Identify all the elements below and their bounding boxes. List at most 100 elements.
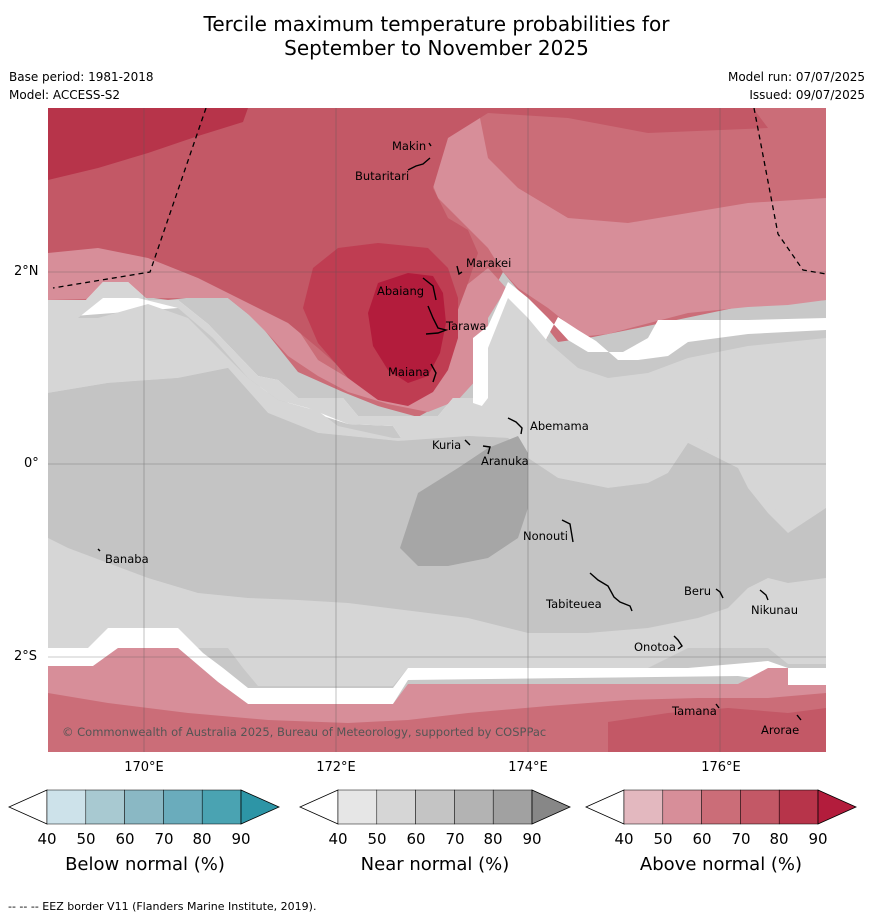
near-normal-light-band [48, 298, 826, 533]
lon-label-176: 176°E [701, 760, 741, 775]
colorbar-near-normal-swatch-1 [337, 789, 378, 825]
island-abemama [507, 417, 523, 435]
tick-below-40: 40 [37, 830, 56, 848]
tick-above-60: 60 [692, 830, 711, 848]
colorbar-below-normal-swatch-3 [124, 789, 164, 825]
island-maiana [430, 363, 437, 383]
colorbar-below-normal-swatch-4 [163, 789, 203, 825]
lon-label-172: 172°E [316, 760, 356, 775]
island-butaritari [407, 157, 431, 171]
island-aranuka [482, 445, 491, 455]
colorbar-below-normal-ticks: 40 50 60 70 80 90 [37, 830, 250, 848]
eez-border [52, 108, 826, 289]
tick-below-70: 70 [154, 830, 173, 848]
tick-near-50: 50 [367, 830, 386, 848]
near-normal-zone-light [48, 282, 488, 441]
above-normal-zone-core [368, 273, 446, 383]
colorbar-near-normal-swatches [299, 789, 571, 825]
label-maiana: Maiana [388, 365, 430, 379]
island-nikunau [759, 589, 769, 601]
label-abaiang: Abaiang [377, 284, 424, 298]
lat-label-0: 0° [24, 456, 39, 471]
colorbar-near-normal-high-arrow [531, 789, 571, 825]
title-line-1: Tercile maximum temperature probabilitie… [203, 12, 670, 36]
model-name: Model: ACCESS-S2 [9, 88, 121, 102]
lat-label-2n: 2°N [14, 264, 39, 279]
island-tamana [715, 703, 720, 709]
tick-above-90: 90 [808, 830, 827, 848]
meta-right: Model run: 07/07/2025 Issued: 09/07/2025 [728, 68, 865, 104]
colorbar-below-normal: 40 50 60 70 80 90 [8, 789, 280, 848]
model-run: Model run: 07/07/2025 [727, 70, 865, 84]
copyright-notice: © Commonwealth of Australia 2025, Bureau… [62, 725, 546, 739]
label-beru: Beru [684, 584, 711, 598]
colorbar-near-normal-swatch-5 [492, 789, 533, 825]
colorbar-below-normal-low-arrow [8, 789, 48, 825]
colorbar-near-normal-ticks: 40 50 60 70 80 90 [328, 830, 541, 848]
colorbar-above-normal-swatch-5 [778, 789, 819, 825]
label-marakei: Marakei [466, 256, 511, 270]
label-nonouti: Nonouti [523, 529, 568, 543]
colorbar-above-normal-swatch-4 [740, 789, 780, 825]
near-normal-zone-south-light [48, 538, 826, 686]
colorbar-above-normal-swatch-3 [701, 789, 741, 825]
islands [97, 142, 802, 721]
label-onotoa: Onotoa [634, 640, 676, 654]
island-beru [715, 588, 724, 599]
colorbar-near-normal-swatch-2 [376, 789, 416, 825]
colorbar-below-normal-swatch-1 [46, 789, 87, 825]
tick-above-70: 70 [731, 830, 750, 848]
gridlines [48, 108, 826, 752]
colorbar-near-normal-swatch-3 [415, 789, 455, 825]
colorbar-title-near-normal: Near normal (%) [360, 854, 510, 875]
lon-label-174: 174°E [508, 760, 548, 775]
label-abemama: Abemama [530, 419, 589, 433]
tick-below-80: 80 [192, 830, 211, 848]
colorbar-above-normal-ticks: 40 50 60 70 80 90 [614, 830, 827, 848]
colorbar-above-normal: 40 50 60 70 80 90 [585, 789, 857, 848]
label-butaritari: Butaritari [355, 169, 409, 183]
colorbar-title-above-normal: Above normal (%) [639, 854, 803, 875]
tick-near-80: 80 [483, 830, 502, 848]
island-nonouti [561, 519, 574, 543]
colorbar-below-normal-swatch-5 [201, 789, 242, 825]
tick-above-80: 80 [769, 830, 788, 848]
above-normal-zone-south-strong [608, 708, 826, 752]
lat-label-2s: 2°S [14, 649, 38, 664]
island-marakei [456, 265, 463, 276]
colorbar-near-normal-low-arrow [299, 789, 339, 825]
label-aranuka: Aranuka [481, 454, 529, 468]
tick-below-60: 60 [115, 830, 134, 848]
tick-above-40: 40 [614, 830, 633, 848]
island-onotoa [673, 635, 683, 650]
tick-below-90: 90 [231, 830, 250, 848]
island-kuria [464, 439, 471, 446]
eez-footnote: -- -- -- EEZ border V11 (Flanders Marine… [8, 900, 317, 913]
island-banaba [97, 548, 101, 552]
colorbar-title-below-normal: Below normal (%) [65, 854, 225, 875]
tick-below-50: 50 [76, 830, 95, 848]
island-makin [428, 142, 432, 147]
label-kuria: Kuria [432, 438, 461, 452]
island-tabiteuea [589, 572, 633, 612]
tick-near-90: 90 [522, 830, 541, 848]
above-normal-light-east [418, 108, 826, 336]
label-nikunau: Nikunau [751, 603, 798, 617]
map-title: Tercile maximum temperature probabilitie… [0, 12, 873, 60]
label-arorae: Arorae [761, 723, 799, 737]
colorbar-below-normal-swatches [8, 789, 280, 825]
colorbar-above-normal-swatch-1 [623, 789, 664, 825]
colorbar-above-normal-high-arrow [817, 789, 857, 825]
near-normal-boundary-south [48, 628, 826, 704]
colorbar-near-normal-swatch-4 [454, 789, 494, 825]
title-line-2: September to November 2025 [284, 36, 589, 60]
tick-near-60: 60 [406, 830, 425, 848]
probability-map: Makin Butaritari Marakei Abaiang Tarawa … [48, 108, 826, 752]
colorbar-below-normal-high-arrow [240, 789, 280, 825]
eez-border-west [52, 108, 207, 289]
colorbar-above-normal-swatch-2 [662, 789, 702, 825]
island-abaiang [422, 277, 437, 301]
island-tarawa [425, 305, 449, 335]
eez-border-east [753, 108, 826, 275]
tick-above-50: 50 [653, 830, 672, 848]
